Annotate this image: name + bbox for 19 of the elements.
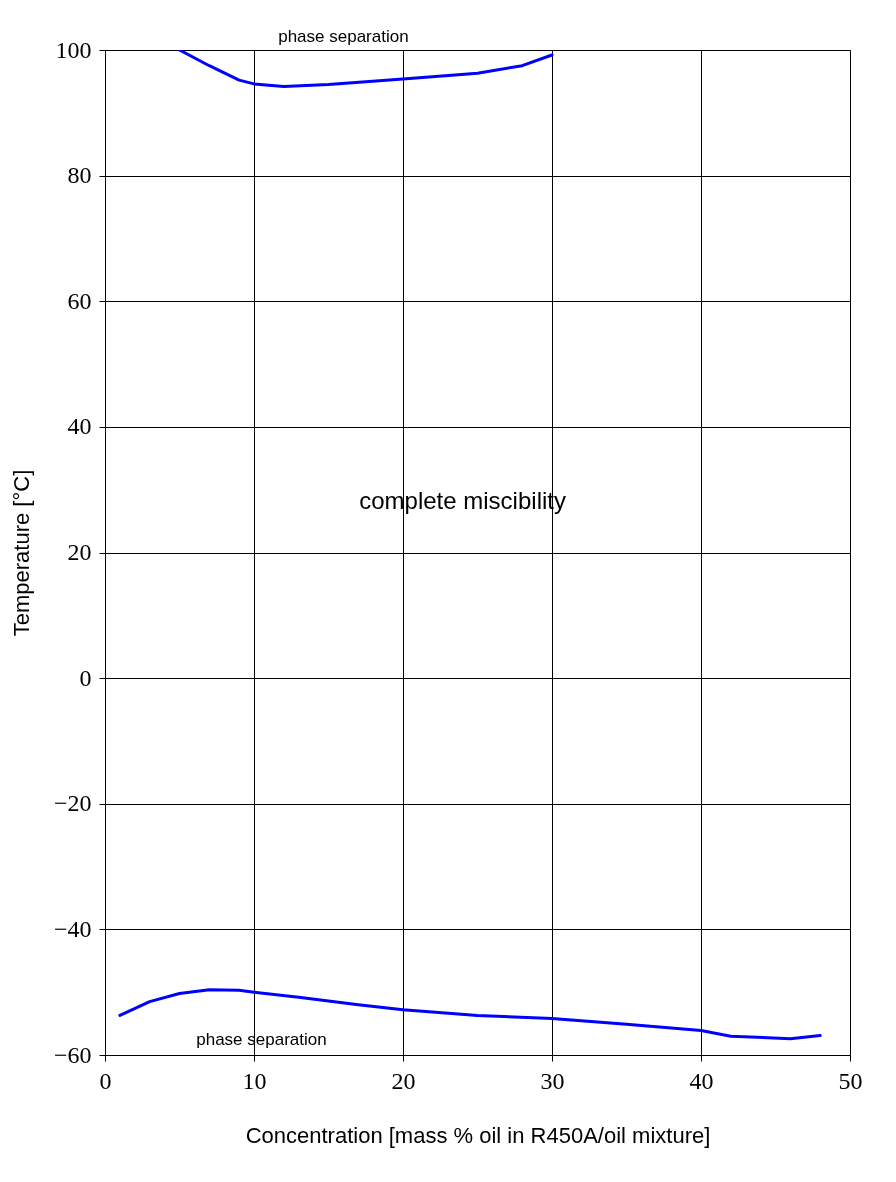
x-tick-label: 20 bbox=[391, 1067, 416, 1094]
x-tick-label: 30 bbox=[540, 1067, 565, 1094]
y-tick-label: 20 bbox=[67, 539, 92, 565]
x-tick-label: 10 bbox=[242, 1067, 267, 1094]
y-tick-label: 100 bbox=[55, 36, 92, 63]
y-tick-label: 40 bbox=[67, 413, 92, 440]
y-tick-label: 80 bbox=[67, 162, 92, 189]
x-tick-label: 0 bbox=[99, 1067, 112, 1094]
x-axis-title: Concentration [mass % oil in R450A/oil mixture] bbox=[245, 1122, 711, 1148]
y-axis-title: Temperature [°C] bbox=[8, 469, 34, 637]
y-tick-label: −40 bbox=[53, 915, 92, 942]
y-tick-label: −60 bbox=[53, 1041, 92, 1068]
y-tick-label: −20 bbox=[53, 790, 92, 817]
line-series bbox=[178, 50, 554, 88]
y-tick-label: 0 bbox=[79, 664, 92, 691]
text: phase separation bbox=[278, 27, 409, 46]
x-tick-label: 50 bbox=[838, 1067, 863, 1094]
x-tick-label: 40 bbox=[689, 1067, 714, 1094]
y-tick-label: 60 bbox=[67, 287, 92, 314]
